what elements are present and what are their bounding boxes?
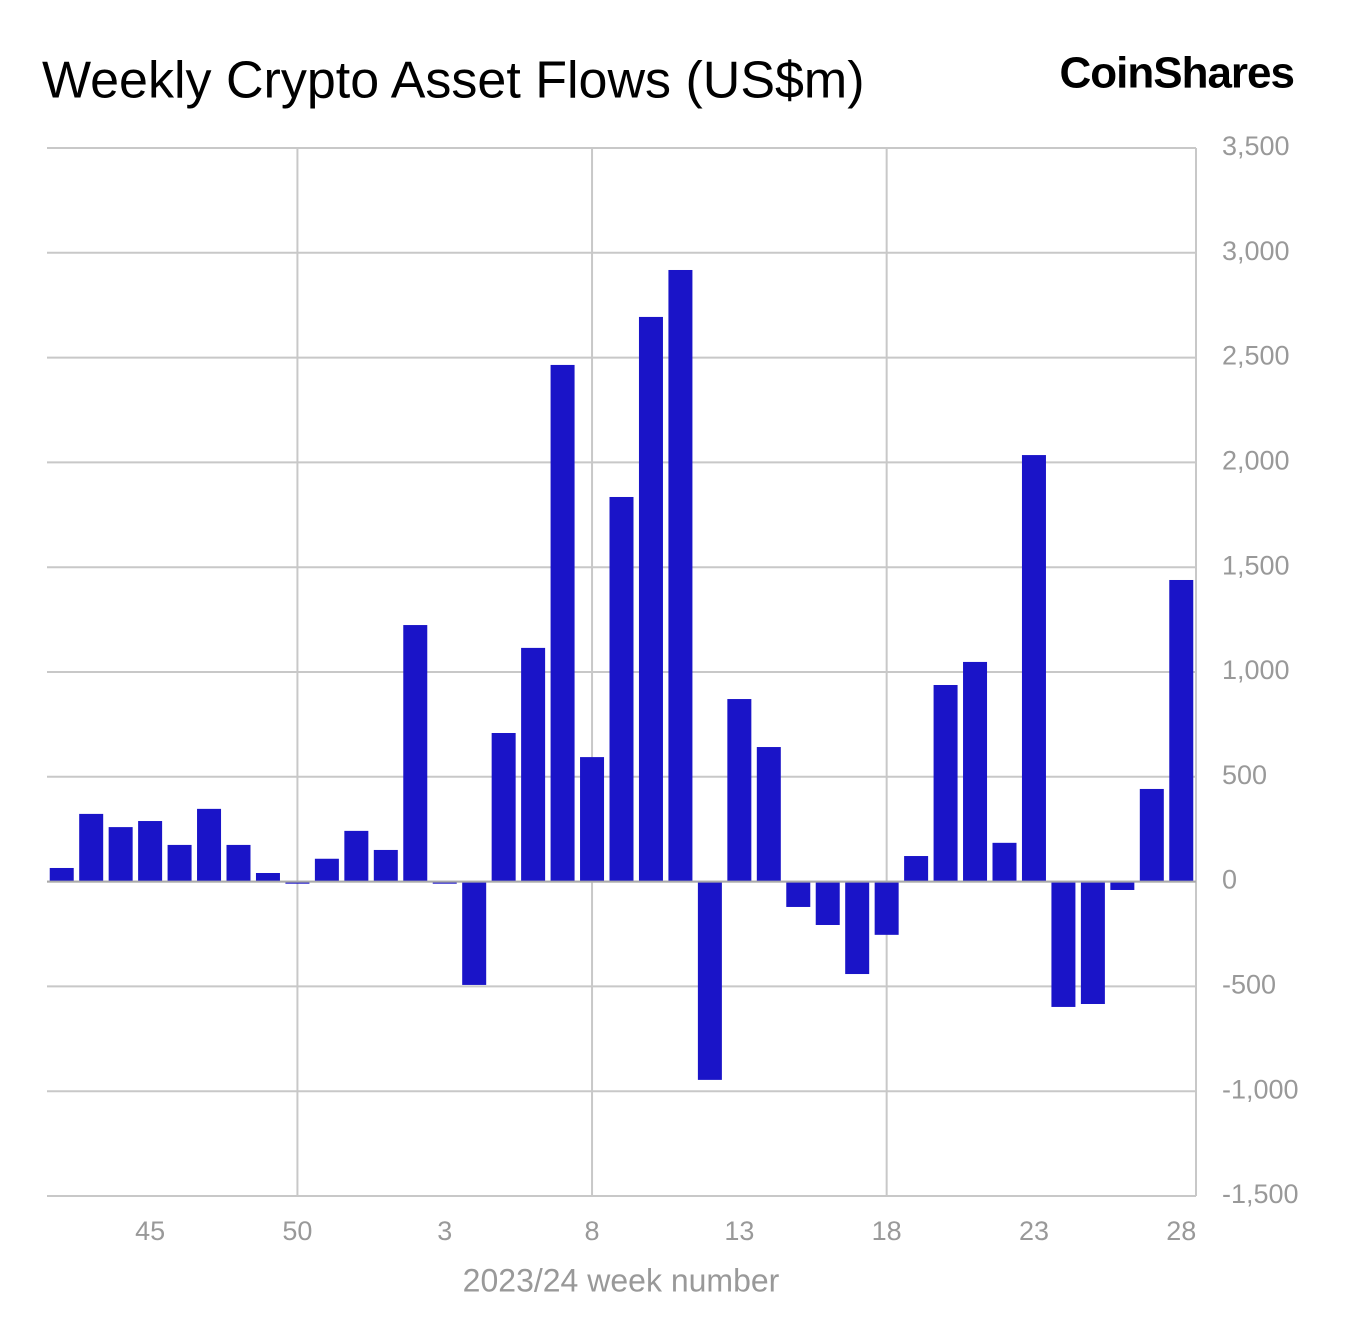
bar <box>756 747 781 882</box>
bar <box>521 647 546 882</box>
bar <box>580 757 605 882</box>
y-tick-label: 3,500 <box>1222 131 1290 161</box>
bar <box>314 858 339 882</box>
bar <box>874 881 899 935</box>
bar <box>1110 881 1135 890</box>
bar <box>285 881 310 884</box>
bar <box>49 867 74 882</box>
bar <box>697 881 722 1080</box>
bar <box>638 316 663 882</box>
bar <box>255 873 280 882</box>
x-tick-label: 18 <box>872 1216 902 1246</box>
bar <box>167 844 192 882</box>
bar <box>815 881 840 925</box>
y-tick-label: 500 <box>1222 760 1267 790</box>
y-tick-label: 0 <box>1222 865 1237 895</box>
bar <box>1051 881 1076 1007</box>
y-tick-label: -1,000 <box>1222 1074 1299 1104</box>
y-tick-label: -1,500 <box>1222 1179 1299 1209</box>
x-tick-label: 3 <box>437 1216 452 1246</box>
bar <box>226 844 251 882</box>
x-tick-label: 50 <box>282 1216 312 1246</box>
y-tick-label: 1,000 <box>1222 655 1290 685</box>
bar <box>550 364 575 882</box>
bar <box>403 625 428 882</box>
bar <box>462 881 487 985</box>
x-tick-label: 28 <box>1166 1216 1196 1246</box>
y-tick-label: -500 <box>1222 970 1276 1000</box>
x-tick-label: 8 <box>585 1216 600 1246</box>
bar <box>668 269 693 882</box>
bar <box>197 808 222 882</box>
y-tick-label: 1,500 <box>1222 550 1290 580</box>
y-tick-label: 2,500 <box>1222 341 1290 371</box>
bar <box>727 699 752 882</box>
bar <box>963 661 988 882</box>
logo: CoinShares <box>1059 49 1294 98</box>
bar <box>1021 455 1046 882</box>
bar <box>373 849 398 882</box>
bar <box>1169 579 1194 882</box>
y-tick-label: 3,000 <box>1222 236 1290 266</box>
bar <box>786 881 811 907</box>
bar <box>344 830 369 882</box>
bar <box>1080 881 1105 1005</box>
bar <box>609 496 634 882</box>
x-tick-label: 23 <box>1019 1216 1049 1246</box>
x-tick-label: 13 <box>724 1216 754 1246</box>
y-tick-label: 2,000 <box>1222 446 1290 476</box>
bar <box>845 881 870 975</box>
bar <box>432 881 457 884</box>
x-axis-label: 2023/24 week number <box>463 1262 780 1298</box>
bar <box>904 856 929 882</box>
bar <box>933 684 958 882</box>
bar <box>108 827 133 882</box>
chart-title: Weekly Crypto Asset Flows (US$m) <box>42 52 865 110</box>
bar <box>138 821 163 882</box>
bar <box>79 813 104 882</box>
x-tick-label: 45 <box>135 1216 165 1246</box>
bar <box>992 842 1017 882</box>
bar <box>491 732 516 882</box>
bar <box>1139 788 1164 882</box>
